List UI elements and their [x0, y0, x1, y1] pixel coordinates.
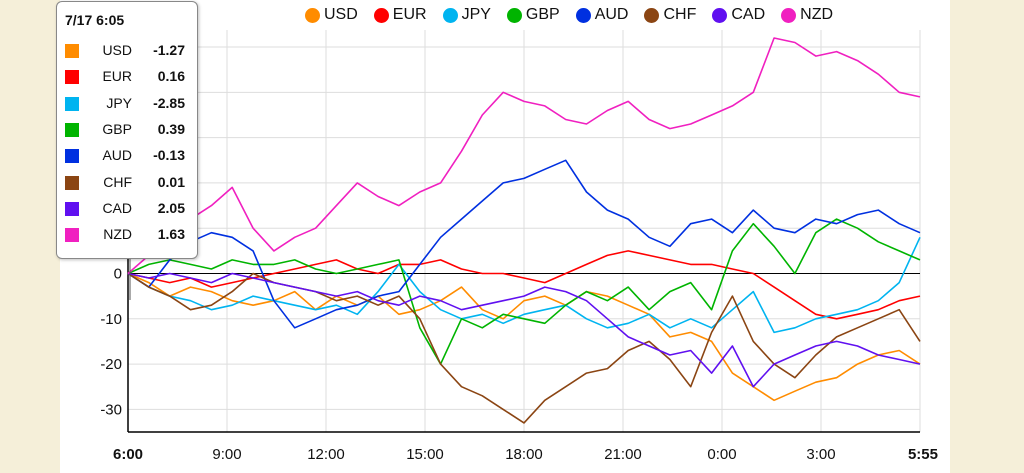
series-line-usd [127, 272, 921, 402]
legend-label: JPY [461, 6, 491, 23]
tooltip-series-value: -0.13 [153, 147, 185, 164]
tooltip-swatch-icon [65, 96, 79, 111]
tooltip-swatch-icon [65, 201, 79, 216]
legend-dot-icon [644, 7, 660, 23]
tooltip-series-value: 0.01 [157, 173, 185, 190]
tooltip-series-value: 0.39 [157, 120, 185, 137]
tooltip-swatch-icon [65, 44, 79, 58]
legend-item-eur[interactable]: EUR [373, 6, 427, 24]
tooltip-series-value: -1.27 [153, 42, 185, 58]
legend-item-jpy[interactable]: JPY [442, 6, 491, 24]
tooltip-series-value: -2.85 [153, 94, 185, 111]
legend-item-gbp[interactable]: GBP [506, 6, 560, 24]
x-tick-label: 0:00 [707, 446, 736, 463]
tooltip-swatch-icon [65, 175, 79, 190]
series-line-gbp [127, 218, 921, 365]
legend-label: USD [324, 6, 358, 23]
tooltip-row-gbp: GBP 0.39 [65, 119, 195, 141]
legend-item-nzd[interactable]: NZD [781, 6, 833, 24]
legend-dot-icon [506, 7, 522, 23]
tooltip-row-eur: EUR 0.16 [65, 66, 195, 88]
legend-label: CHF [663, 6, 697, 23]
tooltip-series-value: 1.63 [157, 226, 185, 243]
tooltip-series-name: CAD [102, 199, 132, 216]
legend-dot-icon [575, 7, 591, 23]
x-tick-label: 9:00 [212, 446, 241, 463]
legend-label: CAD [731, 6, 766, 23]
series-line-nzd [127, 37, 921, 275]
legend-label: GBP [525, 6, 560, 23]
y-tick-label: -30 [100, 401, 122, 418]
legend-dot-icon [373, 7, 389, 23]
x-tick-label: 12:00 [307, 446, 345, 463]
tooltip-row-cad: CAD 2.05 [65, 198, 195, 220]
legend-item-usd[interactable]: USD [305, 6, 358, 24]
tooltip-series-name: EUR [102, 68, 132, 85]
tooltip-series-name: CHF [103, 173, 132, 190]
legend-dot-icon [712, 7, 728, 23]
tooltip-swatch-icon [65, 149, 79, 164]
legend-label: EUR [392, 6, 427, 23]
y-tick-label: -20 [100, 356, 122, 373]
tooltip-swatch-icon [65, 70, 79, 85]
y-tick-label: 0 [114, 265, 122, 282]
tooltip-row-usd: USD -1.27 [65, 40, 195, 62]
legend-label: AUD [594, 6, 629, 23]
x-tick-label: 5:55 [908, 446, 938, 463]
tooltip-row-nzd: NZD 1.63 [65, 224, 195, 246]
tooltip-series-name: USD [102, 42, 132, 58]
legend-item-aud[interactable]: AUD [575, 6, 629, 24]
tooltip-swatch-icon [65, 122, 79, 137]
legend-label: NZD [800, 6, 834, 23]
legend-dot-icon [442, 7, 458, 23]
series-line-cad [127, 272, 921, 388]
x-tick-label: 18:00 [505, 446, 543, 463]
tooltip-title: 7/17 6:05 [65, 12, 125, 28]
x-tick-label: 3:00 [806, 446, 835, 463]
tooltip-series-name: GBP [102, 120, 132, 137]
legend-item-cad[interactable]: CAD [712, 6, 765, 24]
x-tick-label: 15:00 [406, 446, 444, 463]
tooltip-row-jpy: JPY -2.85 [65, 93, 195, 115]
x-tick-label: 6:00 [113, 446, 143, 463]
tooltip-swatch-icon [65, 228, 79, 243]
tooltip-series-value: 0.16 [157, 68, 185, 85]
series-line-aud [127, 159, 921, 329]
chart-legend: USD EUR JPY GBP AUD CHF CAD NZD [305, 6, 833, 24]
legend-item-chf[interactable]: CHF [644, 6, 696, 24]
tooltip-row-chf: CHF 0.01 [65, 172, 195, 194]
tooltip-series-name: JPY [106, 94, 132, 111]
y-tick-label: -10 [100, 311, 122, 328]
tooltip-series-value: 2.05 [157, 199, 185, 216]
series-line-chf [127, 272, 921, 424]
x-tick-label: 21:00 [604, 446, 642, 463]
chart-panel [60, 0, 950, 473]
legend-dot-icon [781, 7, 797, 23]
series-line-jpy [127, 236, 921, 334]
tooltip-row-aud: AUD -0.13 [65, 145, 195, 167]
legend-dot-icon [305, 7, 320, 23]
tooltip-series-name: NZD [103, 226, 132, 243]
hover-tooltip: 7/17 6:05 USD -1.27 EUR 0.16 JPY -2.85 GBP 0.39… [56, 1, 198, 259]
tooltip-series-name: AUD [102, 147, 132, 164]
